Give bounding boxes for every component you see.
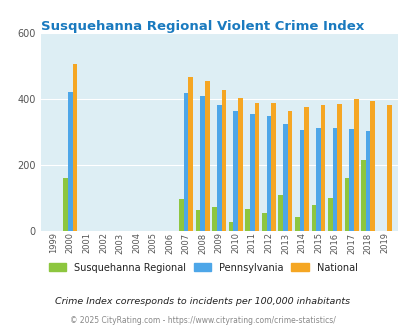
Bar — [299, 130, 303, 231]
Bar — [245, 209, 249, 231]
Bar — [254, 103, 259, 231]
Bar — [348, 129, 353, 231]
Bar — [344, 178, 348, 231]
Bar — [386, 105, 391, 231]
Bar — [266, 116, 271, 231]
Bar — [360, 160, 365, 231]
Bar — [320, 105, 325, 231]
Bar — [228, 222, 233, 231]
Bar — [205, 81, 209, 231]
Bar — [287, 111, 292, 231]
Bar — [68, 92, 72, 231]
Bar — [271, 103, 275, 231]
Bar — [249, 114, 254, 231]
Bar — [315, 128, 320, 231]
Bar — [332, 128, 337, 231]
Bar — [282, 124, 287, 231]
Text: © 2025 CityRating.com - https://www.cityrating.com/crime-statistics/: © 2025 CityRating.com - https://www.city… — [70, 316, 335, 325]
Bar — [369, 101, 374, 231]
Bar — [294, 217, 299, 231]
Bar — [337, 104, 341, 231]
Bar — [311, 205, 315, 231]
Bar — [221, 90, 226, 231]
Bar — [216, 105, 221, 231]
Bar — [278, 195, 282, 231]
Bar — [183, 93, 188, 231]
Bar — [353, 99, 358, 231]
Bar — [212, 207, 216, 231]
Bar — [365, 131, 369, 231]
Bar — [200, 96, 205, 231]
Bar — [72, 64, 77, 231]
Bar — [63, 178, 68, 231]
Text: Susquehanna Regional Violent Crime Index: Susquehanna Regional Violent Crime Index — [41, 20, 364, 33]
Bar — [233, 111, 237, 231]
Bar — [303, 107, 308, 231]
Text: Crime Index corresponds to incidents per 100,000 inhabitants: Crime Index corresponds to incidents per… — [55, 297, 350, 306]
Bar — [179, 199, 183, 231]
Bar — [188, 77, 193, 231]
Legend: Susquehanna Regional, Pennsylvania, National: Susquehanna Regional, Pennsylvania, Nati… — [46, 260, 359, 276]
Bar — [195, 210, 200, 231]
Bar — [237, 98, 242, 231]
Bar — [327, 198, 332, 231]
Bar — [261, 213, 266, 231]
